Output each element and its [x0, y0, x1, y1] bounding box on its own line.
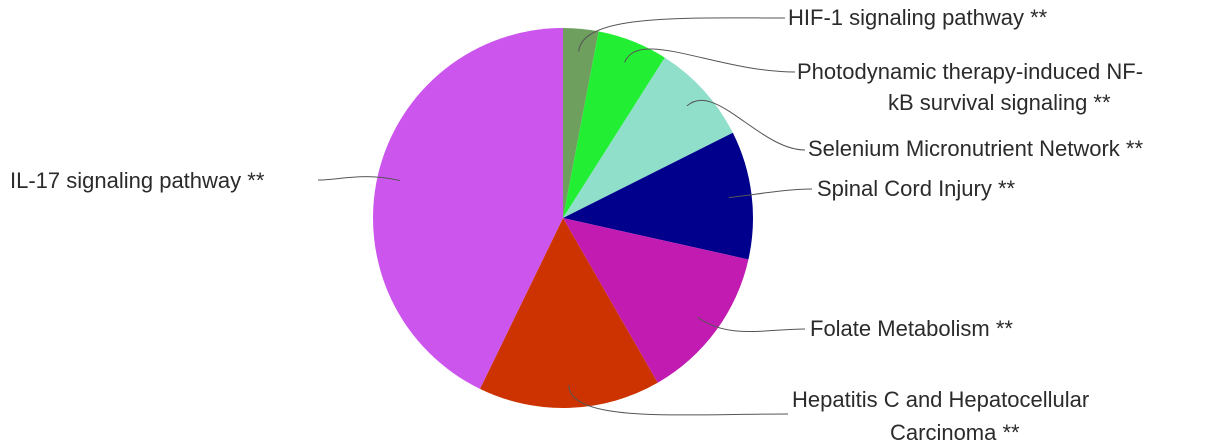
leader-line-1 — [624, 48, 796, 73]
label-hif1: HIF-1 signaling pathway ** — [788, 5, 1048, 30]
leader-line-3 — [728, 188, 813, 199]
label-il17: IL-17 signaling pathway ** — [10, 168, 265, 193]
leader-line-2 — [686, 99, 806, 151]
label-spinal-cord: Spinal Cord Injury ** — [817, 176, 1016, 201]
pie-slice-6 — [372, 27, 563, 389]
label-hepatitis-line2: Carcinoma ** — [890, 420, 1020, 445]
label-selenium: Selenium Micronutrient Network ** — [808, 136, 1143, 161]
pie-slice-3 — [563, 132, 753, 260]
label-photodynamic-line1: Photodynamic therapy-induced NF- — [797, 59, 1143, 84]
leader-line-5 — [568, 385, 789, 416]
slice-labels: HIF-1 signaling pathway ** Photodynamic … — [10, 5, 1143, 445]
pie-slice-4 — [563, 218, 749, 383]
leader-line-6 — [317, 176, 401, 181]
pie-slice-0 — [563, 28, 599, 218]
leader-lines — [317, 17, 813, 416]
pie-slice-1 — [563, 31, 665, 219]
pie-slices — [372, 27, 753, 409]
pie-slice-2 — [563, 57, 733, 218]
label-photodynamic-line2: kB survival signaling ** — [888, 90, 1111, 115]
label-folate: Folate Metabolism ** — [810, 316, 1013, 341]
label-hepatitis-line1: Hepatitis C and Hepatocellular — [792, 387, 1089, 412]
leader-line-0 — [578, 17, 786, 52]
leader-line-4 — [697, 316, 806, 332]
pie-slice-5 — [479, 218, 658, 409]
